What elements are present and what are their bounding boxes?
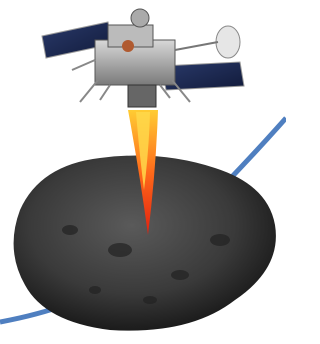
- illustration: [0, 0, 286, 344]
- antenna-dish: [216, 26, 240, 58]
- tank: [122, 40, 134, 52]
- page: [0, 0, 320, 344]
- dome: [131, 9, 149, 27]
- spacecraft: [42, 9, 244, 107]
- engine: [128, 85, 156, 107]
- antenna-boom: [175, 42, 218, 50]
